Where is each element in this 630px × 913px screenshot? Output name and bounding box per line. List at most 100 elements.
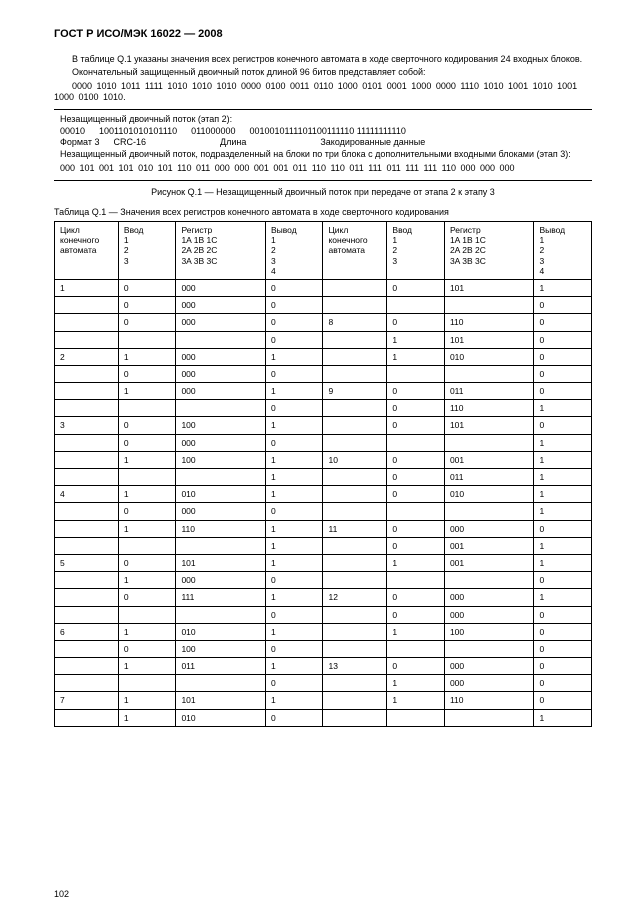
table-cell: 0	[534, 572, 592, 589]
doc-title: ГОСТ Р ИСО/МЭК 16022 — 2008	[54, 28, 592, 40]
table-cell: 1	[534, 537, 592, 554]
table-cell: 1	[387, 675, 445, 692]
table-cell: 1	[265, 623, 323, 640]
table-cell: 110	[176, 520, 266, 537]
table-cell: 000	[444, 675, 534, 692]
table-cell: 0	[265, 279, 323, 296]
table-cell: 0	[534, 658, 592, 675]
table-cell: 0	[118, 589, 176, 606]
table-cell	[444, 434, 534, 451]
table-cell	[444, 297, 534, 314]
col-input-right: Ввод 1 2 3	[387, 222, 445, 280]
table-cell: 0	[118, 314, 176, 331]
table-cell	[387, 297, 445, 314]
table-cell: 0	[534, 623, 592, 640]
table-cell	[55, 675, 119, 692]
table-row: 10000001011	[55, 279, 592, 296]
table-cell: 1	[534, 486, 592, 503]
table-cell: 010	[176, 486, 266, 503]
table-cell: 101	[444, 331, 534, 348]
table-cell	[323, 434, 387, 451]
table-cell	[118, 331, 176, 348]
figbox-r2a: Формат 3	[60, 137, 99, 149]
table-cell: 000	[176, 314, 266, 331]
table-cell: 0	[118, 417, 176, 434]
figbox-r1b: 1001101010101110	[99, 126, 177, 138]
table-cell: 001	[444, 554, 534, 571]
table-row: 000000	[55, 606, 592, 623]
table-cell: 000	[176, 348, 266, 365]
table-cell	[55, 537, 119, 554]
table-cell: 1	[118, 348, 176, 365]
table-cell: 0	[118, 503, 176, 520]
table-cell: 000	[444, 658, 534, 675]
bits-line: 0000 1010 1011 1111 1010 1010 1010 0000 …	[54, 81, 592, 104]
col-output-right: Вывод 1 2 3 4	[534, 222, 592, 280]
table-cell	[118, 400, 176, 417]
table-cell	[55, 658, 119, 675]
table-cell: 000	[176, 297, 266, 314]
table-cell: 0	[387, 400, 445, 417]
table-cell: 0	[534, 348, 592, 365]
table-cell	[55, 451, 119, 468]
table-cell: 100	[176, 451, 266, 468]
table-cell	[55, 503, 119, 520]
table-cell: 0	[534, 692, 592, 709]
table-cell: 1	[534, 709, 592, 726]
table-cell: 110	[444, 314, 534, 331]
table-cell: 0	[534, 675, 592, 692]
table-row: 100011	[55, 537, 592, 554]
figbox-line1: Незащищенный двоичный поток (этап 2):	[60, 114, 586, 126]
table-cell: 010	[176, 623, 266, 640]
table-cell	[323, 417, 387, 434]
table-cell	[55, 606, 119, 623]
table-cell: 8	[323, 314, 387, 331]
table-cell	[118, 675, 176, 692]
table-cell: 11	[323, 520, 387, 537]
table-cell: 1	[265, 589, 323, 606]
table-cell: 2	[55, 348, 119, 365]
table-cell: 12	[323, 589, 387, 606]
table-cell	[444, 503, 534, 520]
register-table: Цикл конечного автомата Ввод 1 2 3 Регис…	[54, 221, 592, 727]
table-cell	[444, 709, 534, 726]
table-row: 001101	[55, 400, 592, 417]
table-cell: 1	[118, 572, 176, 589]
table-cell: 0	[534, 520, 592, 537]
table-cell	[387, 365, 445, 382]
table-cell	[323, 469, 387, 486]
table-cell: 1	[265, 451, 323, 468]
table-body: 1000000101100000000000801100011010210001…	[55, 279, 592, 726]
table-cell: 5	[55, 554, 119, 571]
table-cell: 010	[176, 709, 266, 726]
table-cell: 0	[265, 606, 323, 623]
table-cell	[387, 709, 445, 726]
table-cell: 101	[444, 279, 534, 296]
table-cell: 000	[176, 434, 266, 451]
table-cell	[176, 675, 266, 692]
table-cell: 1	[265, 520, 323, 537]
table-row: 00000801100	[55, 314, 592, 331]
table-cell: 1	[534, 503, 592, 520]
figbox-r1d: 0010010111101100111110 11111111110	[250, 126, 406, 138]
table-cell: 101	[176, 692, 266, 709]
table-cell: 0	[265, 709, 323, 726]
table-header-row: Цикл конечного автомата Ввод 1 2 3 Регис…	[55, 222, 592, 280]
table-cell: 0	[265, 640, 323, 657]
table-row: 101111300000	[55, 658, 592, 675]
figbox-r2c: Длина	[220, 137, 246, 149]
table-cell: 1	[118, 709, 176, 726]
paragraph-1: В таблице Q.1 указаны значения всех реги…	[54, 54, 592, 65]
table-cell: 0	[387, 383, 445, 400]
table-cell: 0	[534, 365, 592, 382]
table-cell: 0	[387, 658, 445, 675]
table-cell	[323, 537, 387, 554]
table-cell	[323, 348, 387, 365]
table-cell: 0	[265, 675, 323, 692]
table-cell: 0	[534, 331, 592, 348]
table-cell: 1	[265, 348, 323, 365]
table-row: 011111200001	[55, 589, 592, 606]
table-cell	[444, 572, 534, 589]
table-cell: 1	[118, 692, 176, 709]
figbox-r1a: 00010	[60, 126, 85, 138]
